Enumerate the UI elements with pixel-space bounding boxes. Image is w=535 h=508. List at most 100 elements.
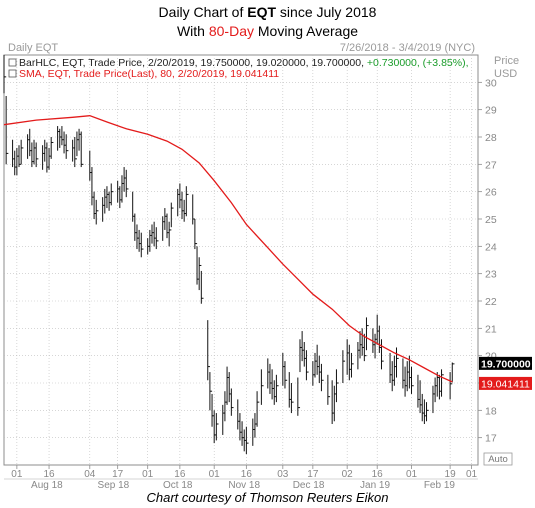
ohlc-bar xyxy=(155,227,159,250)
x-month-label: Nov 18 xyxy=(228,480,260,490)
ohlc-bar xyxy=(365,317,369,351)
x-tick-label: 02 xyxy=(342,469,354,480)
legend-sma-series[interactable]: SMA, EQT, Trade Price(Last), 80, 2/20/20… xyxy=(8,68,279,80)
ohlc-bar xyxy=(275,374,279,403)
ma-period-highlight: 80-Day xyxy=(208,23,254,39)
ohlc-bar xyxy=(200,270,204,304)
y-tick-label: 26 xyxy=(485,187,497,199)
chart-title-line1: Daily Chart of EQT since July 2018 xyxy=(158,4,377,20)
legend-bar-series[interactable]: BarHLC, EQT, Trade Price, 2/20/2019, 19.… xyxy=(8,57,469,69)
y-tick-label: 30 xyxy=(485,77,497,89)
x-tick-label: 16 xyxy=(174,469,186,480)
ohlc-bar xyxy=(256,391,260,427)
x-month-label: Jan 19 xyxy=(360,480,390,490)
x-month-label: Dec 18 xyxy=(293,480,325,490)
chart-credit: Chart courtesy of Thomson Reuters Eikon xyxy=(146,490,389,505)
ohlc-bar xyxy=(327,374,331,405)
svg-text:Auto: Auto xyxy=(488,454,508,465)
legend-sma-text: SMA, EQT, Trade Price(Last), 80, 2/20/20… xyxy=(19,68,279,80)
y-tick-label: 25 xyxy=(485,214,497,226)
ohlc-bar xyxy=(451,362,455,383)
ohlc-bar xyxy=(194,219,198,250)
legend-checkbox-icon[interactable] xyxy=(8,69,17,78)
x-month-label: Aug 18 xyxy=(31,480,63,490)
ohlc-bar xyxy=(95,199,99,225)
x-tick-label: 03 xyxy=(277,469,289,480)
x-tick-label: 16 xyxy=(43,469,55,480)
legend-bar-text: BarHLC, EQT, Trade Price, 2/20/2019, 19.… xyxy=(19,57,469,69)
ohlc-bar xyxy=(284,361,288,389)
ohlc-bar xyxy=(395,347,399,378)
ohlc-bar xyxy=(320,363,324,392)
currency-label: USD xyxy=(494,68,517,80)
ohlc-bar xyxy=(140,232,144,258)
x-tick-label: 16 xyxy=(241,469,253,480)
ohlc-bar xyxy=(411,366,414,394)
svg-text:19.041411: 19.041411 xyxy=(481,378,530,390)
y-tick-label: 22 xyxy=(485,296,497,308)
x-month-label: Feb 19 xyxy=(424,480,456,490)
ohlc-bar xyxy=(168,221,172,247)
chart-title-line2: With 80-Day Moving Average xyxy=(176,23,359,39)
ohlc-bar xyxy=(110,183,114,206)
ohlc-bar xyxy=(305,350,309,381)
x-tick-label: 19 xyxy=(445,469,457,480)
x-month-label: Sep 18 xyxy=(98,480,130,490)
y-tick-label: 23 xyxy=(485,269,497,281)
panel-header xyxy=(4,40,478,55)
ohlc-bar xyxy=(449,372,453,400)
x-tick-label: 17 xyxy=(307,469,319,480)
y-tick-label: 21 xyxy=(485,323,497,335)
ohlc-bar xyxy=(426,402,429,422)
ohlc-bar xyxy=(198,257,202,291)
ohlc-bar xyxy=(342,350,346,383)
ohlc-bar xyxy=(207,320,210,381)
sma-value-tag: 19.041411 xyxy=(479,376,532,390)
ohlc-bar xyxy=(125,169,129,198)
y-tick-label: 29 xyxy=(485,105,497,117)
legend-change: +0.730000, (+3.85%), xyxy=(367,57,469,69)
ohlc-bar xyxy=(35,142,39,168)
y-tick-label: 18 xyxy=(485,405,497,417)
ohlc-bar xyxy=(20,139,24,165)
x-tick-label: 04 xyxy=(84,469,96,480)
panel-date-range: 7/26/2018 - 3/4/2019 (NYC) xyxy=(340,42,475,54)
ohlc-bar xyxy=(441,369,444,397)
y-tick-label: 27 xyxy=(485,159,497,171)
price-bars xyxy=(3,55,455,455)
panel-name: Daily EQT xyxy=(8,42,58,54)
x-tick-label: 16 xyxy=(372,469,384,480)
ohlc-bar xyxy=(74,137,77,168)
y-tick-label: 24 xyxy=(485,241,497,253)
ticker-symbol: EQT xyxy=(247,4,277,20)
x-tick-label: 01 xyxy=(466,469,478,480)
price-axis-label: Price xyxy=(494,55,519,67)
x-tick-label: 01 xyxy=(406,469,418,480)
x-axis: 01 16 04 17 01 16 01 16 03 17 02 16 01 19 01 Aug 18 Sep … xyxy=(4,465,478,490)
ohlc-bar xyxy=(290,383,294,414)
y-tick-label: 28 xyxy=(485,132,497,144)
auto-scale-button[interactable]: Auto xyxy=(483,452,513,466)
x-tick-label: 17 xyxy=(112,469,124,480)
x-month-label: Oct 18 xyxy=(163,480,193,490)
svg-text:19.700000: 19.700000 xyxy=(481,358,531,370)
x-tick-label: 01 xyxy=(209,469,221,480)
ohlc-bar xyxy=(245,426,249,455)
ohlc-bar xyxy=(260,369,264,405)
y-tick-label: 20 xyxy=(485,351,497,363)
last-price-tag: 19.700000 xyxy=(479,356,532,370)
ohlc-bar xyxy=(3,55,7,94)
ohlc-bar xyxy=(65,134,69,159)
ohlc-bar xyxy=(215,413,219,441)
ohlc-bar xyxy=(230,388,234,416)
ohlc-bar xyxy=(170,202,174,228)
ohlc-bar xyxy=(209,372,213,411)
x-tick-label: 01 xyxy=(11,469,23,480)
ohlc-bar xyxy=(50,137,54,159)
x-tick-label: 01 xyxy=(142,469,154,480)
ohlc-bar xyxy=(297,377,301,416)
ohlc-bar xyxy=(80,131,84,168)
legend-checkbox-icon[interactable] xyxy=(8,58,17,67)
price-chart[interactable]: Daily EQT 7/26/2018 - 3/4/2019 (NYC) 17 1… xyxy=(0,0,535,490)
ohlc-bar xyxy=(335,369,339,403)
